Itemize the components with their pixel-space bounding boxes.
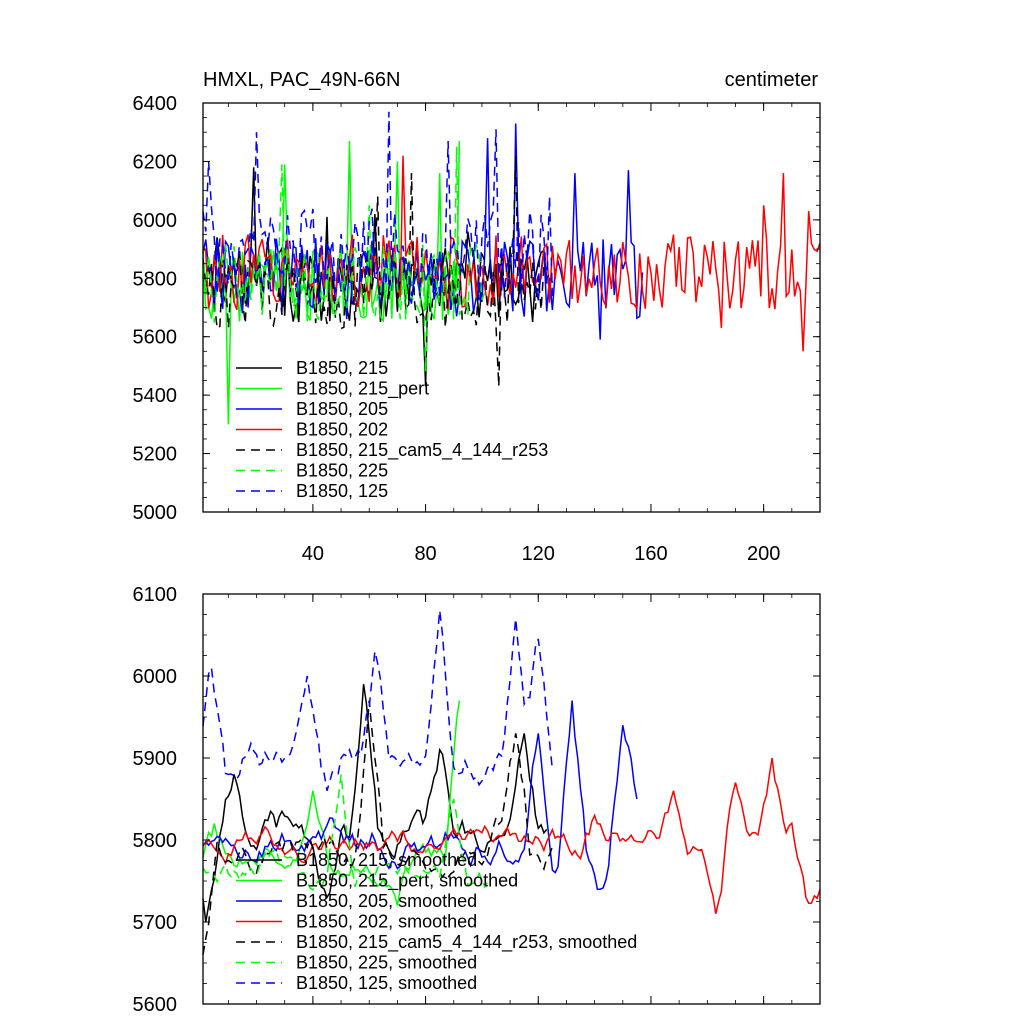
top-legend-label: B1850, 202 [296, 420, 388, 440]
top-legend-label: B1850, 215_pert [296, 379, 429, 400]
top-series-line-b1850-202 [202, 155, 821, 352]
bottom-series-line-b1850-225-smoothed [202, 774, 489, 891]
top-xtick-label: 160 [634, 543, 667, 565]
top-series-group [202, 111, 821, 425]
top-ytick-label: 6000 [133, 210, 178, 232]
bottom-ytick-label: 5700 [133, 912, 178, 934]
bottom-ytick-label: 5900 [133, 748, 178, 770]
bottom-panel: 5600 5700 5800 5900 6000 6100 B1850, 215, smo… [133, 584, 821, 1016]
bottom-ytick-label: 5600 [133, 994, 178, 1016]
top-xtick-label: 120 [522, 543, 555, 565]
top-ytick-label: 6200 [133, 151, 178, 173]
top-ticks-group: 5000 5200 5400 5600 5800 6000 6200 6400 40 80 120 1… [133, 93, 821, 565]
bottom-legend-label: B1850, 215_pert, smoothed [296, 871, 518, 892]
bottom-series-line-b1850-202-smoothed [202, 757, 821, 914]
top-units: centimeter [725, 69, 819, 91]
bottom-legend-label: B1850, 215_cam5_4_144_r253, smoothed [296, 932, 637, 953]
top-legend-label: B1850, 215_cam5_4_144_r253 [296, 440, 548, 461]
top-legend-label: B1850, 215 [296, 358, 388, 378]
top-ytick-label: 5000 [133, 502, 178, 524]
bottom-ytick-label: 6000 [133, 666, 178, 688]
top-ytick-label: 5600 [133, 327, 178, 349]
bottom-series-line-b1850-215-cam5-4-144-r253-smoothed [202, 700, 554, 955]
bottom-series-group [202, 610, 821, 955]
top-xtick-label: 200 [747, 543, 780, 565]
bottom-legend-label: B1850, 205, smoothed [296, 891, 477, 911]
bottom-legend-label: B1850, 215, smoothed [296, 850, 477, 870]
bottom-legend-label: B1850, 202, smoothed [296, 912, 477, 932]
bottom-legend-label: B1850, 225, smoothed [296, 953, 477, 973]
top-legend-label: B1850, 125 [296, 481, 388, 501]
top-series-line-b1850-125 [202, 111, 554, 301]
top-title: HMXL, PAC_49N-66N [203, 69, 400, 91]
top-series-line-b1850-215-cam5-4-144-r253 [202, 155, 554, 387]
bottom-legend-label: B1850, 125, smoothed [296, 973, 477, 993]
bottom-ticks-group: 5600 5700 5800 5900 6000 6100 [133, 584, 821, 1016]
top-ytick-label: 5400 [133, 385, 178, 407]
bottom-ytick-label: 6100 [133, 584, 178, 606]
top-ytick-label: 5800 [133, 268, 178, 290]
top-ytick-label: 5200 [133, 444, 178, 466]
bottom-ytick-label: 5800 [133, 830, 178, 852]
bottom-series-line-b1850-125-smoothed [202, 610, 554, 792]
bottom-series-line-b1850-205-smoothed [202, 700, 638, 891]
top-series-line-b1850-225 [202, 146, 488, 372]
top-xtick-label: 40 [302, 543, 324, 565]
top-legend-label: B1850, 205 [296, 399, 388, 419]
top-panel: HMXL, PAC_49N-66N centimeter 5000 5200 540… [133, 69, 821, 565]
top-xtick-label: 80 [414, 543, 436, 565]
top-ytick-label: 6400 [133, 93, 178, 115]
top-legend-label: B1850, 225 [296, 461, 388, 481]
